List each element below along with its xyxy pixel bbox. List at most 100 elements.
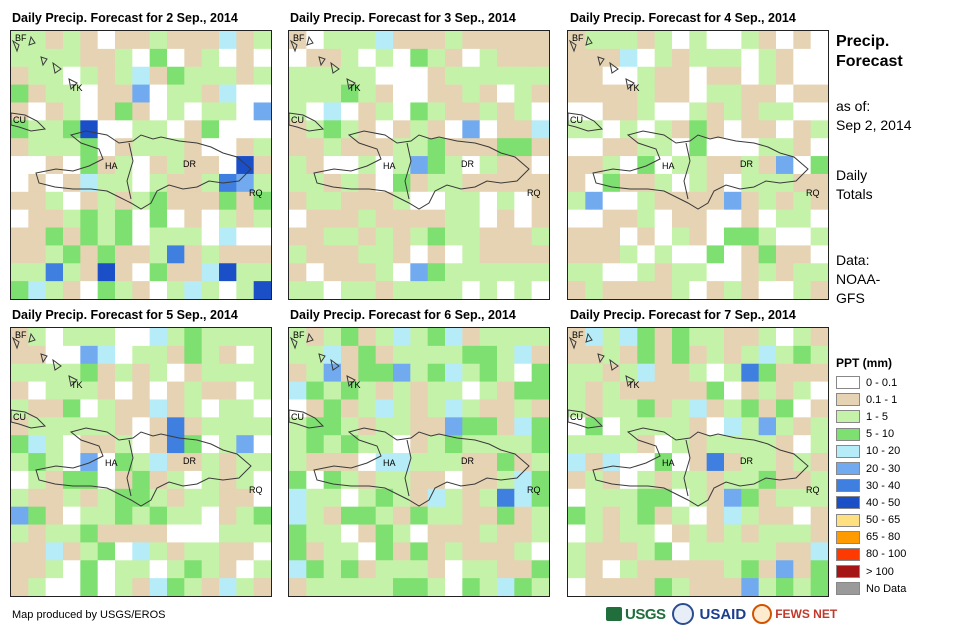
legend-label: 50 - 65	[866, 514, 901, 527]
grid-cell	[323, 245, 342, 264]
grid-cell	[132, 31, 151, 50]
grid-cell	[97, 138, 116, 157]
grid-cell	[776, 435, 794, 454]
grid-cell	[184, 524, 203, 543]
grid-cell	[568, 328, 586, 347]
grid-cell	[323, 227, 342, 246]
grid-cell	[97, 328, 116, 347]
grid-cell	[776, 191, 794, 211]
grid-cell	[11, 227, 29, 246]
grid-cell	[115, 488, 133, 508]
grid-cell	[167, 578, 185, 596]
grid-cell	[741, 102, 760, 121]
grid-cell	[568, 66, 586, 86]
grid-cell	[602, 417, 621, 436]
hispaniola-coastline	[592, 130, 809, 210]
grid-cell	[219, 102, 237, 121]
grid-cell	[375, 102, 394, 121]
grid-cell	[253, 435, 271, 454]
usaid-logo: USAID	[699, 605, 747, 623]
grid-cell	[167, 209, 185, 229]
grid-cell	[531, 173, 549, 193]
grid-cell	[28, 435, 47, 454]
grid-cell	[724, 345, 742, 365]
grid-cell	[620, 560, 638, 579]
grid-cell	[97, 542, 116, 561]
grid-cell	[672, 506, 690, 526]
grid-cell	[341, 524, 359, 543]
grid-cell	[585, 120, 604, 139]
grid-cell	[585, 435, 604, 454]
grid-cell	[253, 488, 271, 508]
grid-cell	[28, 488, 47, 508]
grid-cell	[201, 102, 220, 121]
grid-cell	[236, 345, 255, 365]
grid-cell	[323, 328, 342, 347]
grid-cell	[63, 399, 81, 418]
grid-cell	[531, 328, 549, 347]
grid-cell	[724, 173, 742, 193]
grid-cell	[793, 542, 812, 561]
grid-cell	[724, 191, 742, 211]
grid-cell	[427, 524, 446, 543]
grid-cell	[306, 328, 325, 347]
grid-cell	[706, 435, 725, 454]
map-label-dr: DR	[740, 159, 753, 169]
grid-cell	[741, 191, 760, 211]
grid-cell	[375, 542, 394, 561]
grid-cell	[236, 417, 255, 436]
grid-cell	[706, 453, 725, 472]
grid-cell	[410, 542, 429, 561]
grid-cell	[97, 417, 116, 436]
grid-cell	[253, 227, 271, 246]
grid-cell	[97, 506, 116, 526]
grid-cell	[115, 506, 133, 526]
grid-cell	[80, 245, 99, 264]
grid-cell	[306, 102, 325, 121]
grid-cell	[497, 506, 515, 526]
grid-cell	[793, 263, 812, 282]
map-label-cu: CU	[570, 412, 583, 422]
panel-title-6: Daily Precip. Forecast for 7 Sep., 2014	[570, 308, 796, 322]
grid-cell	[132, 263, 151, 282]
grid-cell	[445, 328, 463, 347]
grid-cell	[28, 417, 47, 436]
grid-cell	[28, 345, 47, 365]
grid-cell	[706, 417, 725, 436]
grid-cell	[427, 84, 446, 103]
grid-cell	[810, 363, 828, 383]
grid-cell	[602, 209, 621, 229]
grid-cell	[531, 48, 549, 68]
grid-cell	[323, 345, 342, 365]
grid-cell	[706, 524, 725, 543]
grid-cell	[115, 578, 133, 596]
grid-cell	[776, 173, 794, 193]
grid-cell	[620, 48, 638, 68]
grid-cell	[341, 138, 359, 157]
grid-cell	[97, 48, 116, 68]
grid-cell	[758, 31, 777, 50]
grid-cell	[531, 245, 549, 264]
grid-cell	[253, 102, 271, 121]
grid-cell	[167, 227, 185, 246]
grid-cell	[810, 138, 828, 157]
grid-cell	[531, 66, 549, 86]
grid-cell	[741, 138, 760, 157]
grid-cell	[620, 363, 638, 383]
grid-cell	[637, 453, 656, 472]
grid-cell	[445, 399, 463, 418]
sidebar-data-label: Data:	[836, 252, 870, 268]
grid-cell	[585, 453, 604, 472]
grid-cell	[445, 488, 463, 508]
precip-legend: PPT (mm) 0 - 0.1 0.1 - 1 1 - 5 5 - 10 10 - 2…	[836, 356, 906, 597]
grid-cell	[654, 120, 673, 139]
grid-cell	[63, 488, 81, 508]
grid-cell	[462, 524, 481, 543]
grid-cell	[236, 209, 255, 229]
grid-cell	[497, 417, 515, 436]
grid-cell	[793, 417, 812, 436]
grid-cell	[236, 191, 255, 211]
usaid-seal-icon	[671, 603, 694, 625]
grid-cell	[497, 31, 515, 50]
grid-cell	[45, 138, 64, 157]
